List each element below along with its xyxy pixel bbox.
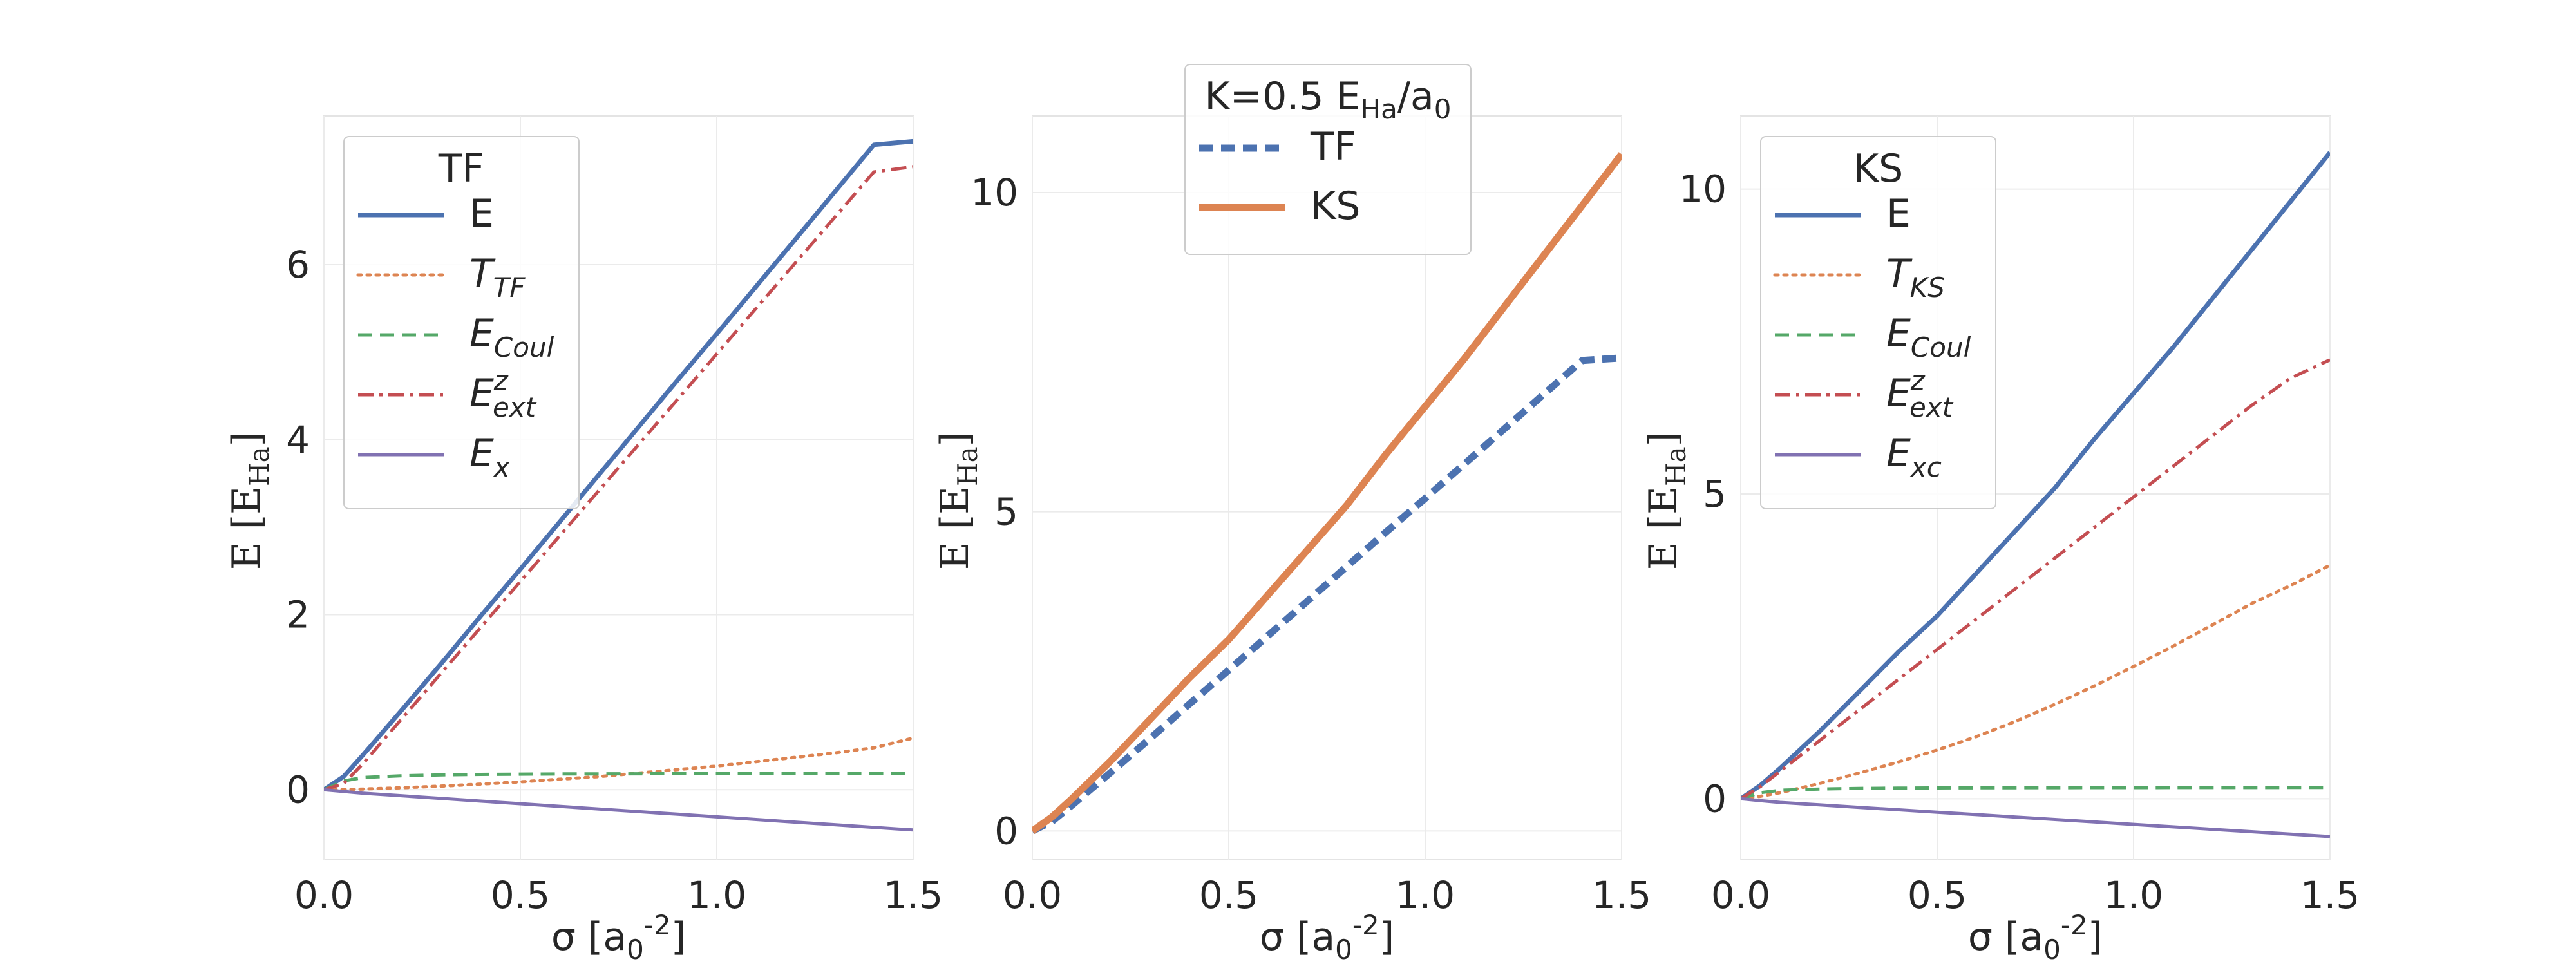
series-line-e-coul <box>1741 786 2330 800</box>
series-line-t-tf <box>324 736 913 791</box>
x-tick-label: 0.0 <box>1711 873 1770 917</box>
y-tick-label: 0 <box>286 768 310 811</box>
x-tick-label: 0.5 <box>491 873 550 917</box>
y-tick-label: 10 <box>971 171 1018 214</box>
y-tick-label: 5 <box>1703 472 1727 516</box>
series-line-t-ks <box>1741 564 2330 800</box>
chart-panel-1: 0.0 0.5 1.0 1.5 0 2 4 6 σ [a0-2] E [EHa] TFE TTF ECo… <box>224 115 943 965</box>
series-line-tf <box>1032 354 1622 835</box>
y-axis-label: E [EHa] <box>224 431 275 570</box>
x-tick-label: 0.5 <box>1908 873 1967 917</box>
series-line-e-ext-z <box>1741 358 2330 800</box>
series-line-e <box>1741 151 2330 801</box>
series-line-e-ext-z <box>324 165 913 791</box>
legend-entry-label: ECoul <box>469 311 554 363</box>
legend-entry-label: Ex <box>469 431 511 483</box>
legend-entry-label: TKS <box>1886 251 1945 303</box>
y-axis-label: E [EHa] <box>933 431 983 570</box>
y-tick-label: 4 <box>286 418 310 462</box>
legend-box <box>343 136 580 509</box>
y-tick-label: 0 <box>994 809 1018 853</box>
x-axis-label: σ [a0-2] <box>551 909 686 965</box>
legend-box <box>1760 136 1996 509</box>
x-tick-label: 0.0 <box>294 873 354 917</box>
legend-entry-label: Ez ext <box>469 365 537 423</box>
legend-entry-label: TTF <box>469 251 526 303</box>
legend-entry-label: Ez ext <box>1886 365 1954 423</box>
y-tick-label: 2 <box>286 593 310 637</box>
x-tick-label: 1.0 <box>687 873 746 917</box>
legend-entry-label: Exc <box>1886 431 1942 483</box>
x-tick-label: 1.5 <box>2300 873 2360 917</box>
y-tick-label: 5 <box>994 490 1018 534</box>
x-tick-label: 0.5 <box>1199 873 1258 917</box>
series-line-ks <box>1032 152 1622 834</box>
legend-title: TF <box>438 146 484 191</box>
series-line-e <box>324 138 913 792</box>
legend-entry-label: E <box>469 191 494 236</box>
series-line-e-coul <box>324 772 913 791</box>
chart-panel-3: 0.0 0.5 1.0 1.5 0 5 10 σ [a0-2] E [EHa] KSE TKS ECo… <box>1641 115 2360 965</box>
legend-title: K=0.5 EHa/a0​ <box>1204 74 1451 125</box>
legend-entry-label: E <box>1886 191 1911 236</box>
legend-title: KS <box>1853 146 1903 191</box>
chart-panel-2: 0.0 0.5 1.0 1.5 0 5 10 σ [a0-2] E [EHa] K=0.5 EHa… <box>933 64 1651 965</box>
y-tick-label: 0 <box>1703 777 1727 820</box>
legend-entry-label: KS <box>1311 184 1360 229</box>
x-tick-label: 1.5 <box>884 873 943 917</box>
series-line-e-x <box>324 788 913 832</box>
series-line-e-xc <box>1741 797 2330 838</box>
y-tick-label: 10 <box>1679 167 1727 211</box>
x-tick-label: 1.0 <box>1396 873 1455 917</box>
x-tick-label: 0.0 <box>1003 873 1062 917</box>
x-axis-label: σ [a0-2] <box>1260 909 1394 965</box>
x-tick-label: 1.0 <box>2104 873 2163 917</box>
x-axis-label: σ [a0-2] <box>1968 909 2103 965</box>
legend-entry-label: TF <box>1310 124 1356 169</box>
legend-entry-label: ECoul <box>1886 311 1971 363</box>
x-tick-label: 1.5 <box>1592 873 1651 917</box>
y-axis-label: E [EHa] <box>1641 431 1692 570</box>
y-tick-label: 6 <box>286 243 310 287</box>
